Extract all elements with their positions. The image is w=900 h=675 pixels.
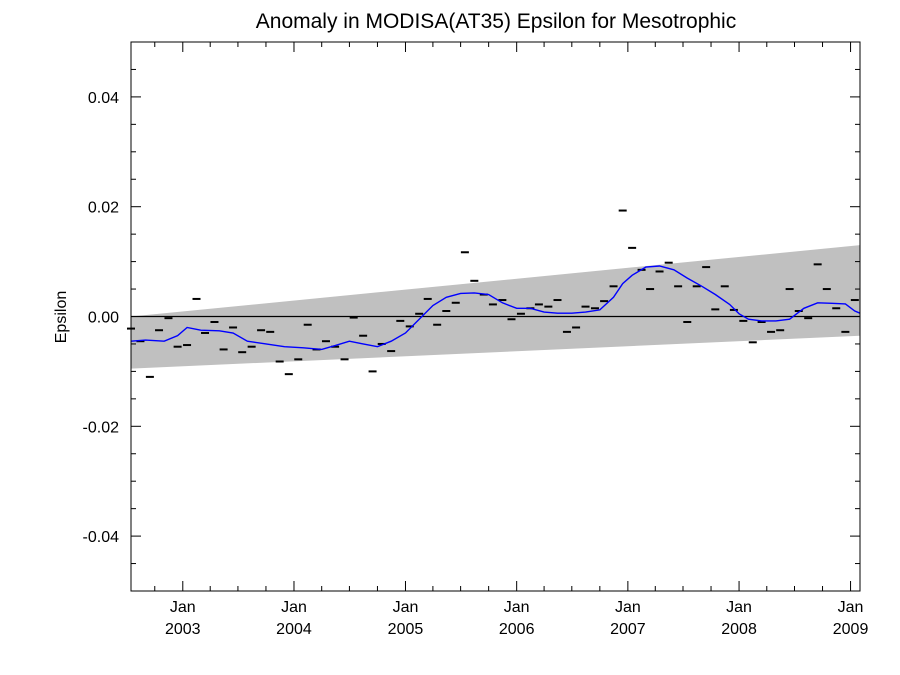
y-tick-label: -0.04 bbox=[83, 529, 120, 546]
chart-title: Anomaly in MODISA(AT35) Epsilon for Meso… bbox=[256, 10, 736, 33]
x-axis: Jan 2003 Jan 2004 Jan 2005 Jan 2006 Jan 2007 Jan 20… bbox=[154, 42, 869, 638]
y-tick-label: 0.02 bbox=[88, 200, 119, 217]
plot-area bbox=[127, 209, 861, 378]
y-tick-label: 0.04 bbox=[88, 90, 119, 107]
x-tick-month-label: Jan bbox=[393, 599, 419, 616]
y-axis-label: Epsilon bbox=[53, 291, 70, 343]
y-tick-label: 0.00 bbox=[88, 310, 119, 327]
x-tick-year-label: 2004 bbox=[276, 621, 312, 638]
x-tick-month-label: Jan bbox=[281, 599, 307, 616]
x-tick-month-label: Jan bbox=[615, 599, 641, 616]
confidence-band bbox=[131, 245, 860, 369]
x-tick-year-label: 2007 bbox=[610, 621, 646, 638]
x-tick-year-label: 2008 bbox=[721, 621, 757, 638]
x-tick-year-label: 2006 bbox=[499, 621, 535, 638]
x-tick-year-label: 2009 bbox=[833, 621, 869, 638]
x-tick-month-label: Jan bbox=[504, 599, 530, 616]
x-tick-year-label: 2003 bbox=[165, 621, 201, 638]
x-tick-year-label: 2005 bbox=[388, 621, 424, 638]
x-tick-month-label: Jan bbox=[838, 599, 864, 616]
y-tick-label: -0.02 bbox=[83, 419, 120, 436]
y-axis: -0.04 -0.02 0.00 0.02 0.04 bbox=[83, 41, 860, 592]
x-tick-month-label: Jan bbox=[170, 599, 196, 616]
running-mean-line bbox=[130, 265, 861, 351]
x-tick-month-label: Jan bbox=[726, 599, 752, 616]
